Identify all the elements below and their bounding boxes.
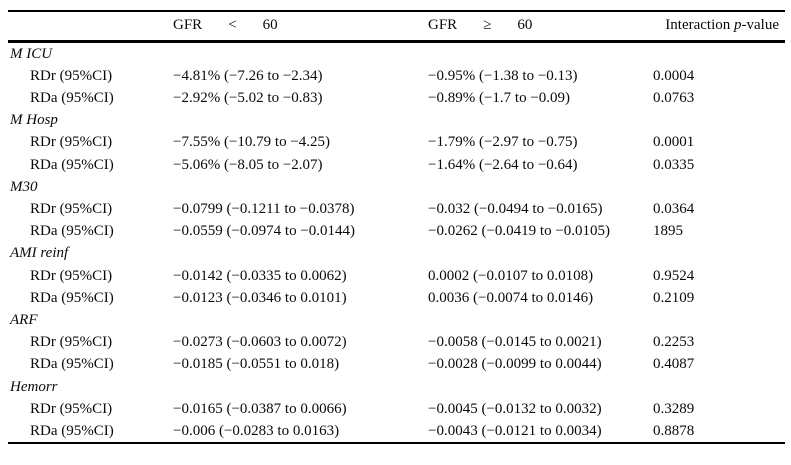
interaction-prefix: Interaction <box>665 17 735 34</box>
value-gfr-ge-60: −0.0043 (−0.0121 to 0.0034) <box>428 422 602 439</box>
value-gfr-lt-60: −0.0273 (−0.0603 to 0.0072) <box>173 334 347 351</box>
value-gfr-ge-60: 0.0036 (−0.0074 to 0.0146) <box>428 289 594 306</box>
section-label: M30 <box>10 178 38 195</box>
column-header-gfr-ge-60: GFR ≥ 60 <box>428 11 653 41</box>
section-row: M30 <box>8 176 785 198</box>
value-gfr-ge-60: −1.79% (−2.97 to −0.75) <box>428 134 578 151</box>
value-gfr-ge-60: −0.0045 (−0.0132 to 0.0032) <box>428 400 602 417</box>
row-label: RDr (95%CI) <box>30 267 113 284</box>
row-label-column-header <box>8 11 173 41</box>
row-label: RDa (95%CI) <box>30 156 114 173</box>
row-label: RDa (95%CI) <box>30 422 114 439</box>
interaction-p-value: 0.2253 <box>653 334 695 351</box>
table-row: RDr (95%CI) −4.81% (−7.26 to −2.34) −0.9… <box>8 65 785 87</box>
column-header-gfr-lt-60: GFR < 60 <box>173 11 428 41</box>
gfr-threshold: 60 <box>262 17 278 34</box>
interaction-p-value: 0.0004 <box>653 67 695 84</box>
table-row: RDr (95%CI) −0.0273 (−0.0603 to 0.0072) … <box>8 331 785 353</box>
section-row: M Hosp <box>8 109 785 131</box>
header-row: GFR < 60 GFR ≥ 60 Interaction p-value <box>8 11 785 41</box>
table-row: RDa (95%CI) −0.0185 (−0.0551 to 0.018) −… <box>8 353 785 375</box>
section-row: AMI reinf <box>8 242 785 264</box>
interaction-p-value: 0.8878 <box>653 422 695 439</box>
gfr-label: GFR <box>173 17 203 34</box>
table-row: RDr (95%CI) −0.0142 (−0.0335 to 0.0062) … <box>8 265 785 287</box>
section-label: M ICU <box>10 45 53 62</box>
section-row: Hemorr <box>8 376 785 398</box>
value-gfr-lt-60: −7.55% (−10.79 to −4.25) <box>173 134 331 151</box>
results-table: GFR < 60 GFR ≥ 60 Interaction p-value <box>8 10 785 445</box>
interaction-p-value: 0.9524 <box>653 267 695 284</box>
table-row: RDr (95%CI) −0.0165 (−0.0387 to 0.0066) … <box>8 398 785 420</box>
value-gfr-lt-60: −0.0799 (−0.1211 to −0.0378) <box>173 200 355 217</box>
value-gfr-ge-60: −0.032 (−0.0494 to −0.0165) <box>428 200 603 217</box>
table-row: RDa (95%CI) −0.0559 (−0.0974 to −0.0144)… <box>8 220 785 242</box>
row-label: RDr (95%CI) <box>30 134 113 151</box>
interaction-p-value: 0.3289 <box>653 400 695 417</box>
value-gfr-ge-60: −0.0058 (−0.0145 to 0.0021) <box>428 334 602 351</box>
interaction-p-value: 1895 <box>653 223 683 240</box>
value-gfr-lt-60: −5.06% (−8.05 to −2.07) <box>173 156 323 173</box>
section-label: ARF <box>10 311 38 328</box>
section-row: ARF <box>8 309 785 331</box>
interaction-p-value: 0.0001 <box>653 134 695 151</box>
table-row: RDr (95%CI) −0.0799 (−0.1211 to −0.0378)… <box>8 198 785 220</box>
value-gfr-lt-60: −0.0559 (−0.0974 to −0.0144) <box>173 223 356 240</box>
value-gfr-lt-60: −4.81% (−7.26 to −2.34) <box>173 67 323 84</box>
interaction-p-value: 0.4087 <box>653 356 695 373</box>
value-gfr-lt-60: −2.92% (−5.02 to −0.83) <box>173 89 323 106</box>
gfr-threshold: 60 <box>517 17 533 34</box>
row-label: RDr (95%CI) <box>30 334 113 351</box>
interaction-p-value: 0.2109 <box>653 289 695 306</box>
value-gfr-lt-60: −0.0123 (−0.0346 to 0.0101) <box>173 289 347 306</box>
column-header-interaction-p-value: Interaction p-value <box>653 11 785 41</box>
row-label: RDa (95%CI) <box>30 356 114 373</box>
value-gfr-ge-60: −0.95% (−1.38 to −0.13) <box>428 67 578 84</box>
gfr-label: GFR <box>428 17 458 34</box>
value-gfr-ge-60: 0.0002 (−0.0107 to 0.0108) <box>428 267 594 284</box>
value-gfr-ge-60: −0.89% (−1.7 to −0.09) <box>428 89 571 106</box>
greater-equal-operator: ≥ <box>483 17 492 34</box>
interaction-p-value: 0.0335 <box>653 156 695 173</box>
section-label: Hemorr <box>10 378 58 395</box>
row-label: RDr (95%CI) <box>30 400 113 417</box>
row-label: RDr (95%CI) <box>30 67 113 84</box>
table-row: RDr (95%CI) −7.55% (−10.79 to −4.25) −1.… <box>8 131 785 153</box>
value-gfr-lt-60: −0.0165 (−0.0387 to 0.0066) <box>173 400 347 417</box>
row-label: RDr (95%CI) <box>30 200 113 217</box>
interaction-p-value: 0.0763 <box>653 89 695 106</box>
value-gfr-ge-60: −0.0028 (−0.0099 to 0.0044) <box>428 356 602 373</box>
value-gfr-ge-60: −0.0262 (−0.0419 to −0.0105) <box>428 223 611 240</box>
table-row: RDa (95%CI) −5.06% (−8.05 to −2.07) −1.6… <box>8 154 785 176</box>
value-gfr-lt-60: −0.0185 (−0.0551 to 0.018) <box>173 356 340 373</box>
interaction-suffix: -value <box>741 17 779 34</box>
p-symbol: p <box>734 17 742 34</box>
table-row: RDa (95%CI) −2.92% (−5.02 to −0.83) −0.8… <box>8 87 785 109</box>
row-label: RDa (95%CI) <box>30 223 114 240</box>
section-label: M Hosp <box>10 112 58 129</box>
row-label: RDa (95%CI) <box>30 289 114 306</box>
section-label: AMI reinf <box>10 245 69 262</box>
table-row: RDa (95%CI) −0.0123 (−0.0346 to 0.0101) … <box>8 287 785 309</box>
value-gfr-lt-60: −0.0142 (−0.0335 to 0.0062) <box>173 267 347 284</box>
section-row: M ICU <box>8 41 785 65</box>
value-gfr-lt-60: −0.006 (−0.0283 to 0.0163) <box>173 422 340 439</box>
value-gfr-ge-60: −1.64% (−2.64 to −0.64) <box>428 156 578 173</box>
less-than-operator: < <box>228 17 237 34</box>
interaction-p-value: 0.0364 <box>653 200 695 217</box>
row-label: RDa (95%CI) <box>30 89 114 106</box>
table-row: RDa (95%CI) −0.006 (−0.0283 to 0.0163) −… <box>8 420 785 443</box>
